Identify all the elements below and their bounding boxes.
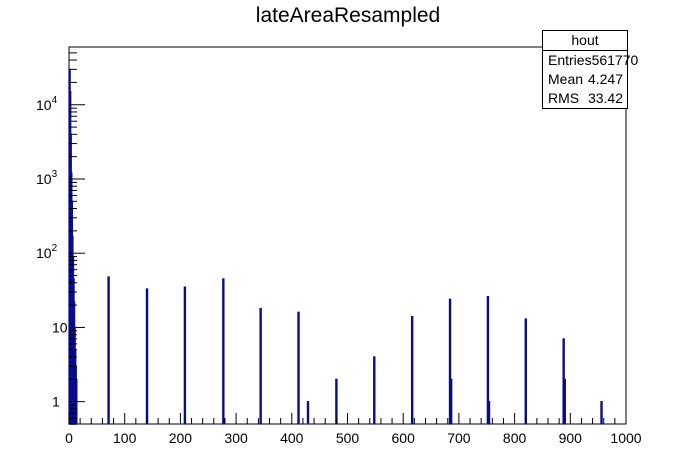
plot-frame [68,46,627,425]
histogram-bar [297,311,300,425]
histogram-bar [222,278,225,425]
stats-histogram-name: hout [543,31,627,51]
histogram-bar [107,276,110,425]
histogram-bar [145,288,149,425]
stats-row-rms: RMS 33.42 [543,89,627,108]
histogram-bar [259,307,262,425]
stats-row-entries: Entries 561770 [543,51,638,70]
y-tick-label: 104 [36,95,58,113]
histogram-bar [373,356,376,425]
histogram-bar [449,378,453,425]
x-tick-label: 300 [224,430,248,446]
stats-rms-label: RMS [548,90,580,106]
y-tick-label: 1 [52,394,60,410]
stats-mean-label: Mean [548,71,584,87]
histogram-bar [335,378,338,425]
x-axis: 0 100 200 300 400 500 600 700 800 900 1000 [65,413,642,446]
stats-row-mean: Mean 4.247 [543,70,627,89]
y-tick-label: 103 [36,169,58,187]
x-tick-label: 0 [65,430,73,446]
histogram-bar [487,401,491,425]
x-tick-label: 1000 [610,430,641,446]
histogram-bar [563,378,566,425]
histogram-bar [410,315,414,425]
histogram-bar [183,286,187,425]
stats-box: hout Entries 561770 Mean 4.247 RMS 33.42 [542,30,638,109]
x-tick-label: 200 [169,430,193,446]
histogram-bar [524,318,527,425]
x-tick-label: 700 [447,430,471,446]
stats-entries-value: 561770 [591,52,639,68]
chart-title: lateAreaResampled [255,4,441,27]
x-tick-label: 800 [503,430,527,446]
x-tick-label: 400 [280,430,304,446]
x-tick-label: 100 [113,430,137,446]
y-tick-label: 10 [52,319,68,335]
x-tick-label: 600 [392,430,416,446]
stats-entries-label: Entries [548,52,592,68]
stats-mean-value: 4.247 [587,71,623,87]
stats-rms-value: 33.42 [587,90,623,106]
x-tick-label: 900 [559,430,583,446]
y-tick-label: 102 [36,243,58,261]
histogram-bar [600,401,603,425]
histogram-bar [306,401,310,425]
x-tick-label: 500 [336,430,360,446]
